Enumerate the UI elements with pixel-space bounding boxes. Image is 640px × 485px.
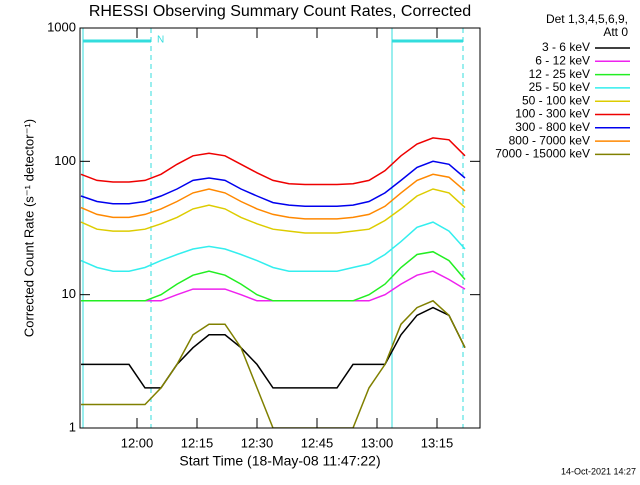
y-tick-label: 1000 <box>47 19 76 34</box>
legend-label: 12 - 25 keV <box>529 67 590 81</box>
x-axis-label: Start Time (18-May-08 11:47:22) <box>179 453 380 469</box>
legend-title: Att 0 <box>603 25 628 39</box>
timestamp: 14-Oct-2021 14:27 <box>561 466 636 476</box>
legend-label: 7000 - 15000 keV <box>495 147 590 161</box>
legend-label: 6 - 12 keV <box>535 53 590 67</box>
plot-frame <box>79 27 481 429</box>
legend-title: Det 1,3,4,5,6,9, <box>546 12 628 26</box>
legend-label: 50 - 100 keV <box>522 93 590 107</box>
series-line <box>80 173 466 220</box>
series-line <box>80 137 466 186</box>
y-tick-label: 100 <box>54 153 76 168</box>
x-tick-label: 12:15 <box>181 435 214 450</box>
x-tick-label: 13:15 <box>421 435 454 450</box>
legend-label: 3 - 6 keV <box>542 40 590 54</box>
series-line <box>80 188 466 234</box>
series-line <box>80 160 466 208</box>
legend-label: 800 - 7000 keV <box>509 133 590 147</box>
plot-area <box>80 28 466 428</box>
series-line <box>81 299 466 428</box>
night-label: N <box>157 35 164 46</box>
series-line <box>81 250 466 302</box>
legend-label: 25 - 50 keV <box>529 80 590 94</box>
x-tick-label: 13:00 <box>361 435 394 450</box>
legend-label: 100 - 300 keV <box>515 107 590 121</box>
x-tick-label: 12:45 <box>301 435 334 450</box>
y-axis-label: Corrected Count Rate (s⁻¹ detector⁻¹) <box>21 119 36 337</box>
x-tick-label: 12:30 <box>241 435 274 450</box>
series-line <box>80 221 466 272</box>
legend-label: 300 - 800 keV <box>515 120 590 134</box>
chart-title: RHESSI Observing Summary Count Rates, Co… <box>89 3 471 20</box>
y-tick-label: 10 <box>62 286 76 301</box>
y-tick-label: 1 <box>69 419 76 434</box>
x-tick-label: 12:00 <box>121 435 154 450</box>
series-line <box>81 306 466 389</box>
